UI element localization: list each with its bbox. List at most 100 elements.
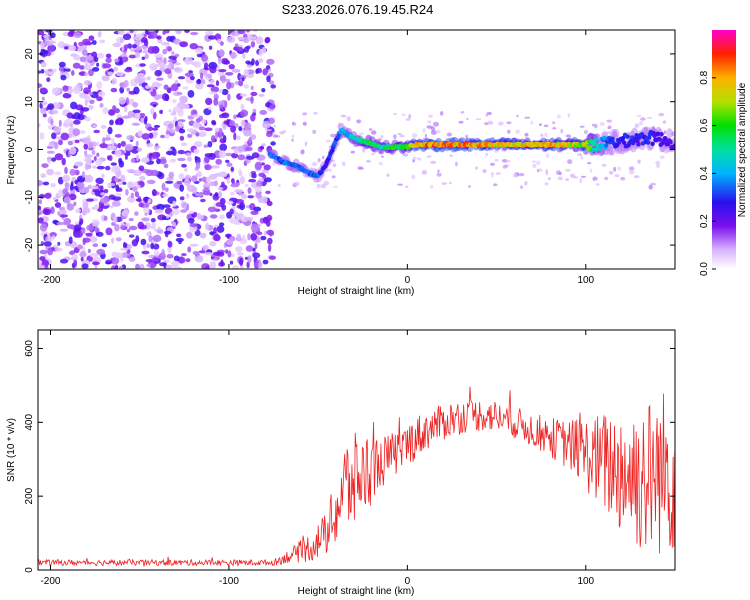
noise-speckle — [145, 259, 154, 263]
background-speckle — [539, 123, 542, 126]
noise-speckle — [239, 170, 243, 177]
noise-speckle — [268, 117, 275, 124]
noise-speckle — [218, 49, 225, 58]
noise-speckle — [103, 215, 108, 221]
noise-speckle — [133, 86, 140, 95]
noise-speckle — [52, 68, 57, 73]
noise-speckle — [144, 212, 148, 216]
noise-speckle — [75, 208, 81, 214]
noise-speckle — [189, 243, 199, 247]
noise-speckle — [200, 198, 206, 203]
noise-speckle — [228, 120, 236, 127]
noise-speckle — [250, 91, 258, 97]
noise-speckle — [240, 103, 245, 111]
noise-speckle — [51, 132, 57, 140]
noise-speckle — [154, 69, 162, 77]
background-speckle — [599, 121, 605, 126]
background-speckle — [524, 181, 528, 186]
noise-speckle — [126, 168, 136, 173]
noise-speckle — [194, 193, 204, 197]
noise-speckle — [97, 31, 102, 38]
noise-speckle — [240, 119, 246, 128]
noise-speckle — [44, 37, 50, 42]
signal-point — [640, 141, 646, 146]
background-speckle — [422, 128, 426, 133]
noise-speckle — [164, 133, 170, 139]
noise-speckle — [69, 146, 77, 155]
signal-point — [610, 136, 615, 141]
noise-speckle — [239, 202, 246, 211]
colorbar-tick-label: 0.0 — [699, 262, 710, 276]
noise-speckle — [81, 171, 86, 178]
noise-speckle — [237, 30, 246, 35]
background-speckle — [565, 178, 569, 181]
noise-speckle — [226, 36, 236, 43]
noise-speckle — [213, 234, 221, 242]
noise-speckle — [96, 96, 103, 102]
background-speckle — [494, 158, 499, 162]
background-speckle — [437, 169, 440, 173]
noise-speckle — [177, 76, 186, 80]
noise-speckle — [146, 179, 156, 185]
noise-speckle — [95, 177, 104, 184]
background-speckle — [455, 161, 458, 167]
background-speckle — [579, 178, 583, 184]
snr-x-ticks: -200 -100 0 100 — [40, 330, 595, 587]
noise-speckle — [151, 257, 160, 262]
noise-speckle — [107, 71, 114, 76]
noise-speckle — [156, 77, 164, 81]
noise-speckle — [265, 131, 273, 138]
noise-speckle — [137, 221, 145, 230]
noise-speckle — [186, 128, 195, 132]
figure-title: S233.2026.076.19.45.R24 — [281, 2, 434, 17]
noise-speckle — [54, 153, 64, 161]
noise-speckle — [205, 97, 213, 106]
background-speckle — [659, 155, 665, 159]
background-speckle — [273, 125, 276, 128]
noise-speckle — [157, 38, 163, 44]
noise-speckle — [78, 221, 83, 226]
noise-speckle — [143, 33, 148, 38]
signal-point — [672, 143, 675, 148]
noise-speckle — [136, 147, 142, 152]
noise-speckle — [74, 161, 84, 167]
noise-speckle — [91, 40, 97, 45]
noise-speckle — [69, 168, 76, 176]
noise-speckle — [100, 197, 109, 204]
noise-speckle — [269, 104, 276, 110]
noise-speckle — [38, 264, 46, 269]
spectrogram-x-tick-label: -100 — [219, 275, 239, 286]
noise-speckle — [114, 58, 120, 63]
noise-speckle — [208, 152, 216, 160]
noise-speckle — [147, 126, 154, 132]
noise-speckle — [209, 214, 218, 219]
noise-speckle — [246, 30, 250, 33]
noise-speckle — [116, 188, 123, 192]
noise-speckle — [38, 194, 46, 199]
noise-speckle — [103, 188, 109, 194]
noise-speckle — [204, 127, 213, 132]
noise-speckle — [57, 189, 64, 198]
noise-speckle — [258, 93, 265, 97]
noise-speckle — [270, 141, 276, 146]
noise-speckle — [176, 91, 183, 96]
noise-speckle — [168, 55, 178, 60]
noise-speckle — [136, 154, 140, 162]
noise-speckle — [117, 30, 125, 35]
noise-speckle — [128, 54, 137, 59]
noise-speckle — [179, 95, 188, 104]
noise-speckle — [181, 163, 187, 168]
noise-speckle — [231, 69, 241, 73]
noise-speckle — [186, 193, 190, 199]
noise-speckle — [103, 137, 112, 141]
noise-speckle — [259, 146, 264, 150]
noise-speckle — [239, 175, 246, 184]
noise-speckle — [173, 38, 181, 45]
background-speckle — [408, 114, 412, 119]
noise-speckle — [134, 76, 140, 84]
noise-speckle — [215, 158, 222, 165]
background-speckle — [331, 159, 335, 162]
noise-speckle — [239, 74, 247, 80]
noise-speckle — [77, 47, 83, 53]
noise-speckle — [87, 184, 92, 189]
